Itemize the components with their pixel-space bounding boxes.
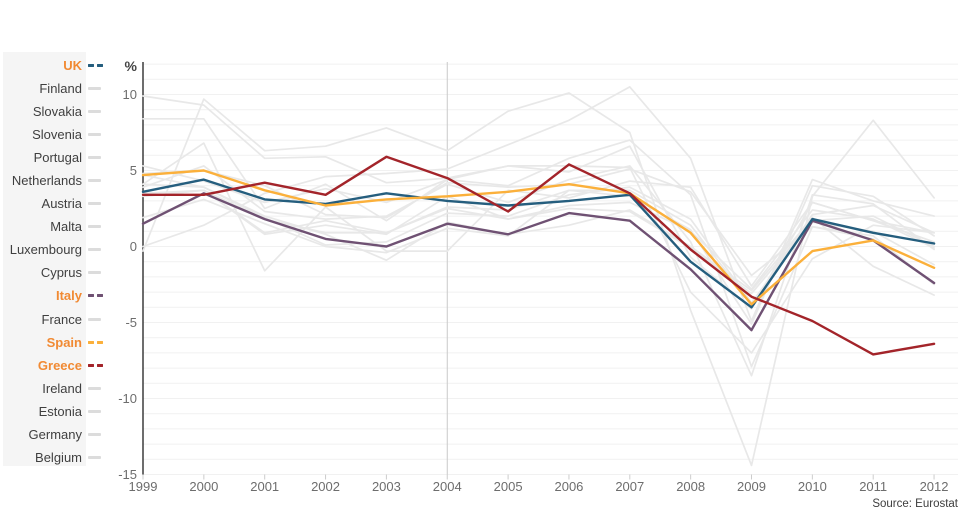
- series-line-sample-icon: [88, 432, 105, 436]
- country-label: Germany: [28, 426, 82, 442]
- sidebar-item-malta[interactable]: Malta: [3, 215, 105, 238]
- x-tick-label: 2004: [433, 479, 462, 494]
- x-tick-label: 2005: [494, 479, 523, 494]
- y-axis-unit-label: %: [125, 58, 138, 74]
- series-line-greece[interactable]: [141, 155, 936, 356]
- x-tick-label: 2006: [554, 479, 583, 494]
- series-line-sample-icon: [88, 87, 105, 91]
- country-label: Austria: [41, 196, 82, 212]
- sidebar-item-france[interactable]: France: [3, 308, 105, 331]
- series-line-sample-icon: [88, 225, 105, 229]
- y-tick-label: 0: [130, 239, 137, 254]
- country-label: Finland: [39, 81, 82, 97]
- sidebar-item-germany[interactable]: Germany: [3, 423, 105, 446]
- legend-panel-background: [3, 52, 86, 466]
- series-line-malta[interactable]: [142, 142, 935, 287]
- sidebar-item-portugal[interactable]: Portugal: [3, 146, 105, 169]
- sidebar-item-uk[interactable]: UK: [3, 54, 105, 77]
- country-label: Luxembourg: [9, 242, 82, 258]
- x-tick-label: 2012: [920, 479, 949, 494]
- source-note: Source: Eurostat: [872, 498, 958, 510]
- sidebar-item-austria[interactable]: Austria: [3, 192, 105, 215]
- sidebar-item-greece[interactable]: Greece: [3, 354, 105, 377]
- country-label: Cyprus: [40, 265, 82, 281]
- y-tick-label: -5: [125, 315, 137, 330]
- series-line-sample-icon: [88, 133, 105, 137]
- sidebar-item-spain[interactable]: Spain: [3, 331, 105, 354]
- y-tick-label: -15: [118, 467, 137, 482]
- series-line-sample-icon: [88, 409, 105, 413]
- sidebar-item-slovakia[interactable]: Slovakia: [3, 100, 105, 123]
- sidebar-item-ireland[interactable]: Ireland: [3, 377, 105, 400]
- country-label: Slovenia: [32, 127, 82, 143]
- series-line-sample-icon: [88, 110, 105, 114]
- country-label: UK: [63, 58, 82, 74]
- sidebar-item-slovenia[interactable]: Slovenia: [3, 123, 105, 146]
- series-line-finland[interactable]: [142, 165, 935, 377]
- x-tick-label: 1999: [129, 479, 158, 494]
- series-line-sample-icon: [88, 179, 105, 183]
- series-line-estonia[interactable]: [142, 92, 935, 467]
- sidebar-item-luxembourg[interactable]: Luxembourg: [3, 238, 105, 261]
- series-line-slovenia[interactable]: [142, 139, 935, 368]
- country-label: Malta: [50, 219, 82, 235]
- sidebar-item-cyprus[interactable]: Cyprus: [3, 261, 105, 284]
- series-line-sample-icon: [88, 64, 105, 68]
- series-line-luxembourg[interactable]: [142, 117, 935, 310]
- series-line-sample-icon: [88, 202, 105, 206]
- series-line-sample-icon: [88, 248, 105, 252]
- country-label: Italy: [55, 288, 82, 304]
- country-label: Portugal: [33, 150, 82, 166]
- series-line-austria[interactable]: [142, 189, 935, 306]
- sidebar-item-italy[interactable]: Italy: [3, 284, 105, 307]
- country-label: Belgium: [35, 449, 82, 465]
- y-tick-label: -10: [118, 391, 137, 406]
- x-tick-label: 2002: [311, 479, 340, 494]
- sidebar-item-belgium[interactable]: Belgium: [3, 446, 105, 469]
- series-line-sample-icon: [88, 340, 105, 344]
- series-line-ireland[interactable]: [142, 95, 935, 354]
- country-label: France: [41, 311, 82, 327]
- y-tick-label: 5: [130, 163, 137, 178]
- sidebar-item-finland[interactable]: Finland: [3, 77, 105, 100]
- sidebar-item-netherlands[interactable]: Netherlands: [3, 169, 105, 192]
- x-tick-label: 2009: [737, 479, 766, 494]
- x-tick-label: 2003: [372, 479, 401, 494]
- x-tick-label: 2007: [615, 479, 644, 494]
- series-line-belgium[interactable]: [142, 189, 935, 290]
- country-label: Slovakia: [32, 104, 82, 120]
- series-line-sample-icon: [88, 363, 105, 367]
- x-tick-label: 2001: [250, 479, 279, 494]
- series-line-sample-icon: [88, 455, 105, 459]
- country-label: Estonia: [38, 403, 82, 419]
- series-line-sample-icon: [88, 156, 105, 160]
- series-line-uk[interactable]: [141, 178, 936, 309]
- x-tick-label: 2011: [859, 479, 887, 494]
- x-tick-label: 2010: [798, 479, 827, 494]
- series-line-sample-icon: [88, 317, 105, 321]
- series-line-sample-icon: [88, 271, 105, 275]
- country-label: Spain: [46, 334, 82, 350]
- series-line-sample-icon: [88, 294, 105, 298]
- country-label: Netherlands: [11, 173, 82, 189]
- country-label: Ireland: [42, 380, 82, 396]
- country-legend: UK Finland Slovakia Slovenia Portugal Netherl…: [3, 54, 105, 469]
- sidebar-item-estonia[interactable]: Estonia: [3, 400, 105, 423]
- series-line-sample-icon: [88, 386, 105, 390]
- series-line-italy[interactable]: [141, 192, 936, 332]
- series-line-germany[interactable]: [142, 184, 935, 325]
- country-label: Greece: [37, 357, 82, 373]
- y-tick-label: 10: [123, 87, 137, 102]
- x-tick-label: 2008: [676, 479, 705, 494]
- x-tick-label: 2000: [189, 479, 218, 494]
